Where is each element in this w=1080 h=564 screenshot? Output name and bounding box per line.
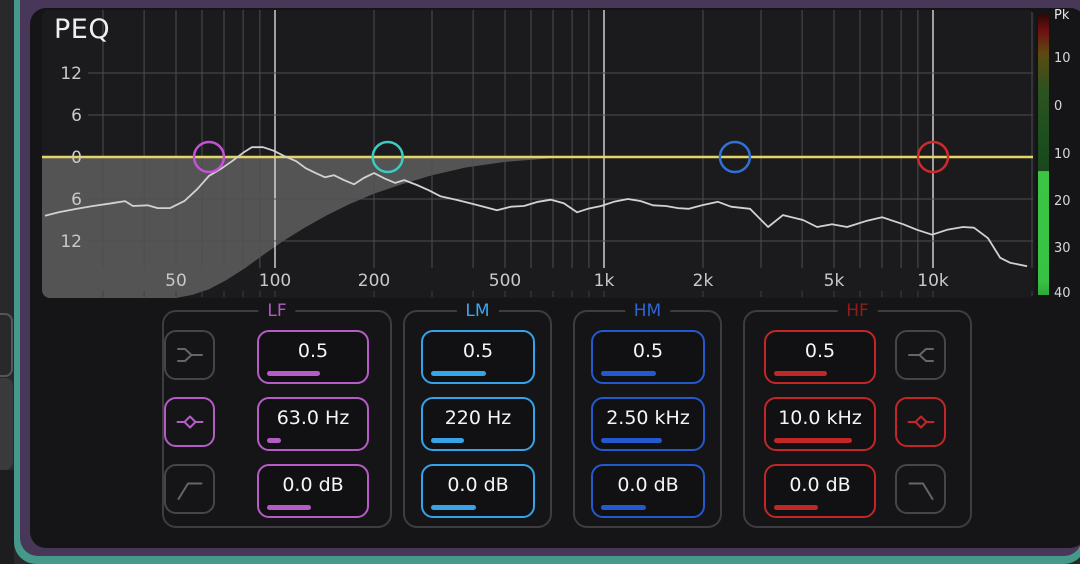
lf-gain-value: 0.0 dB <box>282 474 344 496</box>
y-axis-label: 6 <box>71 106 82 126</box>
lm-freq-button[interactable]: 220 Hz <box>421 397 535 451</box>
q-slider[interactable] <box>774 371 866 376</box>
lm-gain-button[interactable]: 0.0 dB <box>421 464 535 518</box>
lf-freq-button[interactable]: 63.0 Hz <box>257 397 369 451</box>
bell-icon <box>907 415 934 429</box>
y-axis-label: 6 <box>71 190 82 210</box>
lf-q-value: 0.5 <box>297 340 329 362</box>
lf-q-button[interactable]: 0.5 <box>257 330 369 384</box>
y-axis-label: 12 <box>60 232 82 252</box>
high-shelf-icon <box>907 348 934 362</box>
meter-scale-label: 0 <box>1054 99 1063 114</box>
eq-graph-plot[interactable]: 12 6 0 6 12 50 100 200 500 1k 2k 5k 10k <box>42 10 1035 298</box>
low-shelf-filter-button[interactable] <box>164 330 215 380</box>
bell-filter-button[interactable] <box>895 397 946 447</box>
eq-graph[interactable]: 12 6 0 6 12 50 100 200 500 1k 2k 5k 10k PEQ <box>42 10 1035 298</box>
band-group-lm: LM 0.5 220 Hz 0.0 dB <box>403 301 552 528</box>
band-group-lf: LF 0.5 63.0 Hz 0.0 dB <box>162 301 392 528</box>
freq-slider[interactable] <box>267 438 359 443</box>
band-group-hm: HM 0.5 2.50 kHz 0.0 dB <box>573 301 722 528</box>
freq-slider[interactable] <box>774 438 866 443</box>
hm-q-button[interactable]: 0.5 <box>591 330 705 384</box>
hf-q-value: 0.5 <box>804 340 836 362</box>
low-pass-filter-button[interactable] <box>895 464 946 514</box>
band-label-hf: HF <box>837 301 878 321</box>
y-axis-label: 12 <box>60 64 82 84</box>
hf-gain-button[interactable]: 0.0 dB <box>764 464 876 518</box>
band-marker-lm[interactable] <box>371 140 404 174</box>
x-axis-label: 10k <box>917 271 949 291</box>
hf-gain-value: 0.0 dB <box>789 474 851 496</box>
left-background <box>0 0 14 564</box>
high-shelf-filter-button[interactable] <box>895 330 946 380</box>
hm-gain-button[interactable]: 0.0 dB <box>591 464 705 518</box>
meter-scale-label: 10 <box>1054 147 1071 162</box>
band-marker-lf[interactable] <box>192 140 226 174</box>
bell-icon <box>176 415 203 429</box>
lf-freq-value: 63.0 Hz <box>276 407 350 429</box>
freq-slider[interactable] <box>601 438 695 443</box>
band-marker-hm[interactable] <box>718 140 752 174</box>
x-axis-label: 1k <box>594 271 615 291</box>
hm-gain-value: 0.0 dB <box>617 474 679 496</box>
peak-meter <box>1038 14 1049 295</box>
meter-scale-label: 30 <box>1054 241 1071 256</box>
meter-scale-label: 20 <box>1054 194 1071 209</box>
lm-freq-value: 220 Hz <box>444 407 512 429</box>
lm-q-button[interactable]: 0.5 <box>421 330 535 384</box>
page-title: PEQ <box>54 14 111 45</box>
meter-scale-label: 10 <box>1054 51 1071 66</box>
x-axis-label: 200 <box>358 271 390 291</box>
x-axis-label: 500 <box>489 271 521 291</box>
lm-gain-value: 0.0 dB <box>447 474 509 496</box>
left-background-lower <box>0 470 14 564</box>
hm-freq-value: 2.50 kHz <box>606 407 690 429</box>
hf-q-button[interactable]: 0.5 <box>764 330 876 384</box>
hm-freq-button[interactable]: 2.50 kHz <box>591 397 705 451</box>
band-label-hm: HM <box>624 301 671 321</box>
low-shelf-icon <box>176 348 203 362</box>
hf-freq-value: 10.0 kHz <box>778 407 862 429</box>
band-label-lf: LF <box>258 301 296 321</box>
band-label-lm: LM <box>456 301 499 321</box>
gain-slider[interactable] <box>267 505 359 510</box>
hf-freq-button[interactable]: 10.0 kHz <box>764 397 876 451</box>
lm-q-value: 0.5 <box>462 340 494 362</box>
x-axis-label: 2k <box>693 271 714 291</box>
lf-gain-button[interactable]: 0.0 dB <box>257 464 369 518</box>
lowcut-shaded-area <box>42 157 554 298</box>
low-pass-icon <box>908 482 933 500</box>
freq-slider[interactable] <box>431 438 525 443</box>
hm-q-value: 0.5 <box>632 340 664 362</box>
q-slider[interactable] <box>267 371 359 376</box>
gain-slider[interactable] <box>431 505 525 510</box>
peak-meter-title: Pk <box>1054 8 1070 23</box>
y-axis-label: 0 <box>71 148 82 168</box>
x-axis-label: 100 <box>259 271 291 291</box>
gain-slider[interactable] <box>601 505 695 510</box>
band-group-hf: HF 0.5 10.0 kHz 0.0 dB <box>743 301 972 528</box>
band-marker-hf[interactable] <box>916 140 950 174</box>
q-slider[interactable] <box>601 371 695 376</box>
side-panel-sliver[interactable] <box>0 378 13 470</box>
rta-trace <box>44 146 1028 268</box>
side-panel-outline <box>0 313 13 377</box>
high-pass-filter-button[interactable] <box>164 464 215 514</box>
bell-filter-button[interactable] <box>164 397 215 447</box>
high-pass-icon <box>177 482 202 500</box>
x-axis-label: 50 <box>165 271 187 291</box>
peq-card: 12 6 0 6 12 50 100 200 500 1k 2k 5k 10k PEQ Pk 10 0 … <box>30 8 1080 548</box>
q-slider[interactable] <box>431 371 525 376</box>
gain-slider[interactable] <box>774 505 866 510</box>
meter-scale-label: 40 <box>1054 286 1071 301</box>
x-axis-label: 5k <box>824 271 845 291</box>
